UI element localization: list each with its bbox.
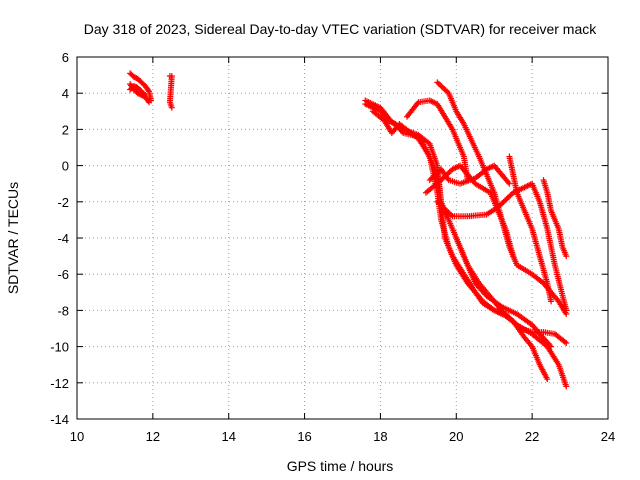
- y-tick-label: 0: [62, 159, 69, 174]
- data-point-marker: [443, 208, 450, 215]
- data-point-marker: [500, 198, 507, 205]
- data-point-marker: [435, 80, 442, 87]
- x-tick-label: 20: [449, 429, 463, 444]
- data-point-marker: [507, 192, 514, 199]
- data-point-marker: [439, 204, 446, 211]
- data-point-marker: [510, 253, 517, 260]
- x-tick-label: 10: [70, 429, 84, 444]
- data-point-marker: [497, 201, 504, 208]
- data-point-marker: [506, 193, 513, 200]
- data-point-marker: [441, 205, 448, 212]
- y-axis-title: SDTVAR / TECUs: [5, 182, 21, 294]
- data-point-marker: [501, 197, 508, 204]
- data-point-marker: [434, 79, 441, 86]
- grid: [77, 57, 608, 419]
- x-tick-label: 12: [146, 429, 160, 444]
- data-point-marker: [442, 87, 449, 94]
- data-point-marker: [141, 90, 148, 97]
- y-tick-label: -14: [50, 412, 69, 427]
- data-point-marker: [503, 196, 510, 203]
- data-point-marker: [548, 298, 555, 305]
- data-point-marker: [442, 206, 449, 213]
- x-axis-title: GPS time / hours: [287, 458, 394, 474]
- plot-frame: [76, 56, 609, 420]
- y-tick-label: 2: [62, 122, 69, 137]
- data-point-marker: [563, 383, 570, 390]
- y-tick-label: 6: [62, 50, 69, 65]
- data-point-marker: [437, 201, 444, 208]
- y-tick-label: -8: [57, 303, 69, 318]
- data-point-marker: [145, 97, 152, 104]
- data-points: [127, 70, 570, 390]
- data-point-marker: [435, 200, 442, 207]
- y-tick-label: -12: [50, 376, 69, 391]
- data-point-marker: [145, 87, 152, 94]
- y-tick-label: -2: [57, 195, 69, 210]
- data-point-marker: [446, 210, 453, 217]
- y-tick-label: -10: [50, 340, 69, 355]
- data-point-marker: [142, 92, 149, 99]
- x-tick-label: 22: [525, 429, 539, 444]
- data-point-marker: [438, 202, 445, 209]
- x-tick-label: 16: [297, 429, 311, 444]
- data-point-marker: [563, 307, 570, 314]
- data-point-marker: [504, 195, 511, 202]
- data-point-marker: [168, 104, 175, 111]
- data-point-marker: [508, 191, 515, 198]
- y-tick-label: -4: [57, 231, 69, 246]
- y-tick-label: 4: [62, 86, 69, 101]
- chart-title: Day 318 of 2023, Sidereal Day-to-day VTE…: [84, 21, 597, 37]
- x-tick-label: 24: [601, 429, 615, 444]
- data-point-marker: [499, 200, 506, 207]
- data-point-marker: [506, 180, 513, 187]
- data-point-marker: [146, 99, 153, 106]
- x-tick-label: 18: [373, 429, 387, 444]
- data-point-marker: [441, 86, 448, 93]
- data-point-marker: [437, 82, 444, 89]
- data-point-marker: [448, 211, 455, 218]
- data-point-marker: [446, 168, 453, 175]
- data-point-marker: [445, 209, 452, 216]
- data-point-marker: [440, 84, 447, 91]
- x-tick-label: 14: [221, 429, 235, 444]
- y-tick-label: -6: [57, 267, 69, 282]
- data-point-marker: [438, 83, 445, 90]
- data-point-marker: [434, 198, 441, 205]
- data-point-marker: [544, 376, 551, 383]
- data-point-marker: [563, 339, 570, 346]
- data-point-marker: [563, 253, 570, 260]
